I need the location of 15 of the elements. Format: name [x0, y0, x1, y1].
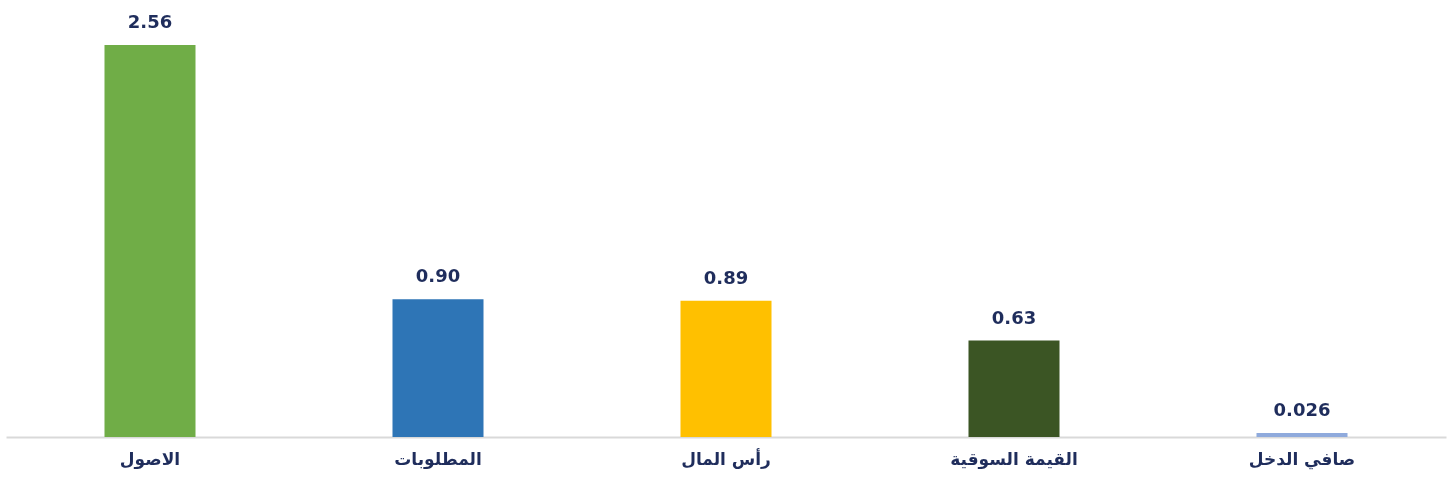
x-tick-label: رأس المال — [681, 447, 771, 469]
data-label: 0.89 — [703, 266, 749, 288]
x-tick-label: الاصول — [119, 448, 181, 470]
bar — [680, 300, 772, 437]
data-label: 2.56 — [127, 11, 173, 32]
data-label: 0.63 — [991, 306, 1037, 328]
bar — [1256, 433, 1348, 437]
x-tick-label: المطلوبات — [394, 448, 482, 470]
x-tick-label: القيمة السوقية — [950, 448, 1078, 470]
data-label: 0.026 — [1273, 399, 1331, 421]
x-tick-label: صافي الدخل — [1248, 448, 1356, 470]
bar — [968, 340, 1060, 437]
data-label: 0.90 — [415, 265, 461, 287]
bar — [104, 45, 196, 437]
bar — [392, 299, 484, 437]
